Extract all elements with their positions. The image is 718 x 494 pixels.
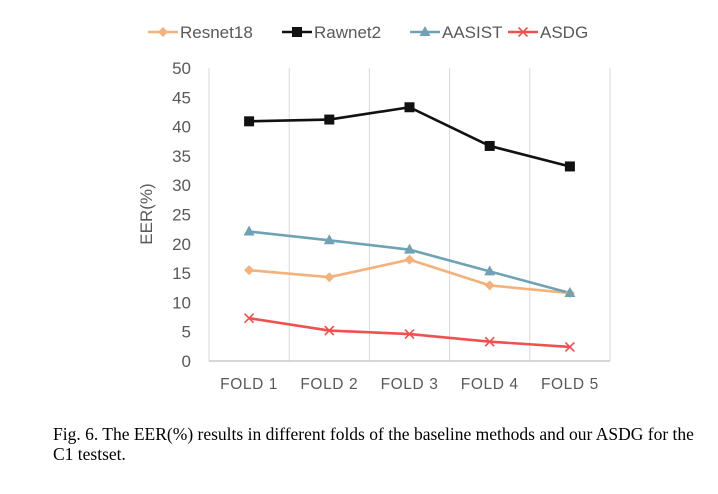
legend-marker [158,27,168,37]
data-point-rawnet2 [564,161,575,172]
legend-label: Rawnet2 [314,23,381,42]
data-point-asdg [484,336,495,347]
x-tick-label: FOLD 1 [220,376,278,393]
x-tick-labels: FOLD 1 FOLD 2 FOLD 3 FOLD 4 FOLD 5 [220,376,599,393]
x-tick-label: FOLD 5 [541,376,599,393]
legend-label: Resnet18 [180,23,253,42]
legend-marker [517,26,529,38]
data-point-asdg [564,341,575,353]
legend-item-asdg: ASDG [508,23,588,42]
y-tick-label: 20 [172,235,191,254]
y-axis-label: EER(%) [137,183,156,244]
series-markers [243,102,576,353]
series-line-asdg [248,316,570,349]
legend-marker [419,26,431,36]
data-point-aasist [564,287,576,298]
x-tick-label: FOLD 3 [381,376,439,393]
data-point-resnet18 [244,265,255,276]
legend: Resnet18 Rawnet2 AASIST ASDG [148,23,588,42]
data-point-rawnet2 [244,116,255,127]
data-point-asdg [404,328,415,340]
y-tick-label: 50 [172,59,191,78]
x-tick-label: FOLD 2 [300,376,358,393]
y-tick-labels: 0 5 10 15 20 25 30 35 40 45 50 [172,59,191,371]
y-tick-label: 45 [172,88,191,107]
legend-item-resnet18: Resnet18 [148,23,253,42]
data-point-resnet18 [484,280,495,291]
data-point-asdg [244,313,255,324]
legend-marker [292,27,302,37]
figure-caption: Fig. 6. The EER(%) results in different … [53,424,694,464]
legend-label: ASDG [540,23,588,42]
y-tick-label: 15 [172,264,191,283]
data-point-aasist [323,234,335,245]
data-point-aasist [484,265,496,276]
series-lines [248,105,571,349]
data-point-rawnet2 [324,114,335,125]
legend-item-aasist: AASIST [410,23,502,42]
data-point-rawnet2 [404,102,415,113]
y-tick-label: 25 [172,206,191,225]
series-line-resnet18 [248,258,571,295]
y-tick-label: 0 [182,352,191,371]
y-tick-label: 30 [172,176,191,195]
data-point-asdg [324,325,335,336]
legend-item-rawnet2: Rawnet2 [282,23,381,42]
data-point-aasist [243,225,255,236]
data-point-rawnet2 [484,140,495,151]
data-point-resnet18 [404,254,415,265]
legend-label: AASIST [442,23,502,42]
data-point-aasist [404,243,415,254]
series-line-rawnet2 [249,105,571,168]
grid-lines [208,68,611,361]
y-tick-label: 10 [172,293,191,312]
y-tick-label: 40 [172,118,191,137]
x-tick-label: FOLD 4 [461,376,519,393]
y-tick-label: 35 [172,147,191,166]
data-point-resnet18 [324,272,335,283]
y-tick-label: 5 [182,323,191,342]
